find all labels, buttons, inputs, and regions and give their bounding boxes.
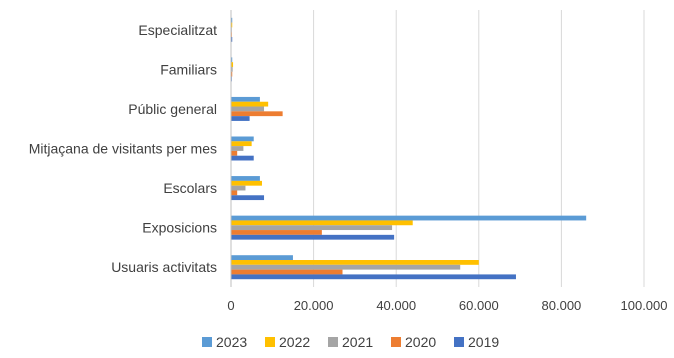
legend-swatch	[454, 337, 464, 347]
bar-2020	[231, 230, 322, 235]
bar-2019	[231, 234, 395, 240]
bar-2021	[231, 225, 393, 231]
category-label: Escolars	[163, 180, 217, 196]
category-label: Públic general	[128, 101, 217, 117]
x-tick-label: 0	[227, 298, 234, 313]
legend-item-2023: 2023	[202, 334, 247, 350]
legend-swatch	[202, 337, 212, 347]
legend-item-2019: 2019	[454, 334, 499, 350]
bar-2022	[231, 220, 413, 226]
x-tick-labels: 0 20.000 40.000 60.000 80.000 100.000	[227, 298, 667, 313]
x-tick-label: 80.000	[542, 298, 582, 313]
bar-2019	[231, 36, 233, 42]
bar-2020	[231, 71, 233, 77]
bar-2023	[231, 57, 233, 63]
category-label: Mitjaçana de visitants per mes	[29, 141, 217, 157]
bar-2021	[231, 146, 244, 151]
bar-2019	[231, 195, 265, 201]
bar-2023	[231, 17, 233, 23]
bar-2023	[231, 176, 260, 181]
bar-2023	[231, 255, 293, 261]
x-tick-label: 60.000	[459, 298, 499, 313]
bar-2023	[231, 136, 254, 142]
legend-swatch	[265, 337, 275, 347]
bar-2019	[231, 155, 254, 161]
bar-2020	[231, 190, 238, 196]
legend-item-2020: 2020	[391, 334, 436, 350]
bar-2022	[231, 62, 234, 67]
category-label: Usuaris activitats	[111, 259, 217, 275]
bar-2021	[231, 185, 246, 191]
bar-2022	[231, 260, 479, 265]
x-tick-label: 40.000	[376, 298, 416, 313]
x-tick-label: 20.000	[294, 298, 334, 313]
bar-2023	[231, 215, 587, 221]
bar-2021	[231, 106, 265, 112]
x-tick-label: 100.000	[621, 298, 668, 313]
bar-2020	[231, 269, 343, 275]
category-label: Familiars	[160, 61, 217, 77]
category-label: Especialitzat	[138, 22, 217, 38]
legend-swatch	[391, 337, 401, 347]
legend: 2023 2022 2021 2020 2019	[202, 334, 499, 350]
legend-label: 2019	[468, 334, 499, 350]
bar-2019	[231, 274, 516, 280]
bar-2021	[231, 264, 461, 270]
legend-item-2022: 2022	[265, 334, 310, 350]
legend-label: 2022	[279, 334, 310, 350]
bar-2020	[231, 111, 283, 117]
gridlines	[313, 10, 645, 287]
bar-2021	[231, 66, 233, 72]
bar-2022	[231, 141, 252, 147]
legend-label: 2021	[342, 334, 373, 350]
bars	[231, 17, 587, 280]
bar-2022	[231, 180, 262, 186]
legend-item-2021: 2021	[328, 334, 373, 350]
category-labels: Especialitzat Familiars Públic general Mitj…	[29, 22, 217, 275]
bar-2023	[231, 96, 260, 102]
legend-label: 2023	[216, 334, 247, 350]
category-label: Exposicions	[142, 220, 217, 236]
bar-2019	[231, 116, 250, 121]
legend-swatch	[328, 337, 338, 347]
bar-2022	[231, 22, 233, 28]
bar-2022	[231, 101, 269, 107]
legend-label: 2020	[405, 334, 436, 350]
bar-2020	[231, 150, 238, 156]
